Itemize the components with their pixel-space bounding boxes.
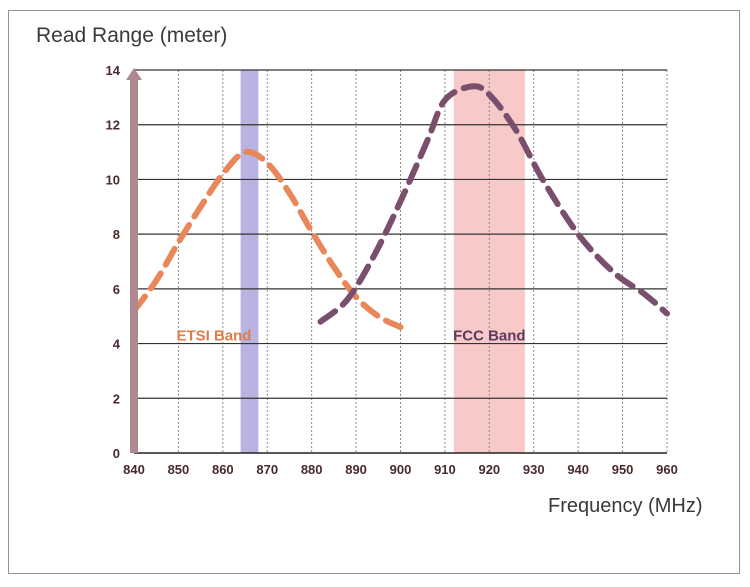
- y-axis-title: Read Range (meter): [36, 24, 228, 47]
- y-axis-arrowhead: [126, 68, 142, 80]
- series-line-0: [131, 148, 404, 331]
- y-axis-bar: [130, 78, 138, 453]
- y-tick-label: 0: [113, 446, 120, 461]
- x-tick-label: 920: [478, 462, 500, 477]
- band-region-1: [453, 70, 525, 453]
- x-tick-label: 960: [656, 462, 678, 477]
- series-line-1: [317, 83, 670, 325]
- y-tick-label: 6: [113, 282, 120, 297]
- x-tick-label: 890: [345, 462, 367, 477]
- x-tick-label: 950: [612, 462, 634, 477]
- x-tick-label: 860: [212, 462, 234, 477]
- x-tick-label: 840: [123, 462, 145, 477]
- x-tick-label: 870: [256, 462, 278, 477]
- x-tick-label: 930: [523, 462, 545, 477]
- y-tick-label: 14: [106, 63, 121, 78]
- x-tick-label: 850: [168, 462, 190, 477]
- y-tick-label: 10: [106, 172, 120, 187]
- band-region-0: [240, 70, 259, 453]
- x-tick-label: 910: [434, 462, 456, 477]
- x-tick-label: 900: [390, 462, 412, 477]
- x-tick-label: 880: [301, 462, 323, 477]
- band-label-0: ETSI Band: [176, 327, 251, 344]
- x-axis-title: Frequency (MHz): [548, 495, 703, 517]
- y-tick-label: 4: [113, 337, 121, 352]
- y-tick-label: 8: [113, 227, 120, 242]
- y-tick-label: 12: [106, 118, 120, 133]
- band-label-1: FCC Band: [453, 327, 526, 344]
- y-tick-label: 2: [113, 391, 120, 406]
- x-tick-label: 940: [567, 462, 589, 477]
